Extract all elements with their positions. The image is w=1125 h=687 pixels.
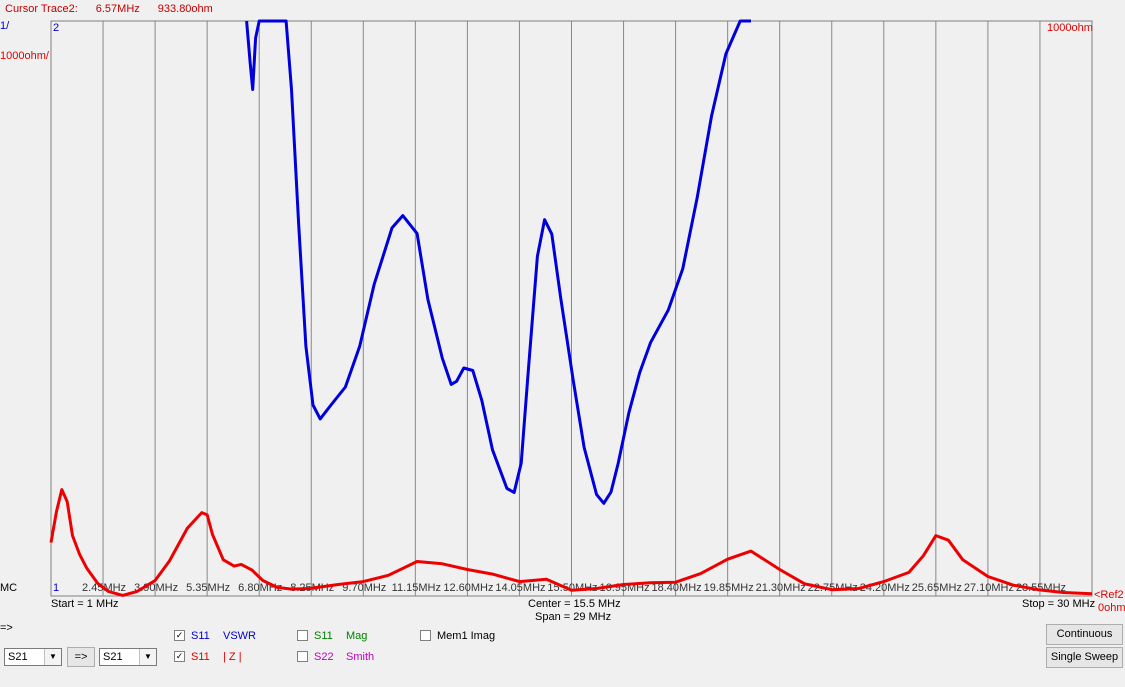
cursor-label: Cursor Trace2: (5, 3, 78, 15)
s11-mag-kind: Mag (346, 630, 368, 642)
s22-smith-param: S22 (314, 651, 334, 663)
s11-impedance-checkbox[interactable]: ✓ (174, 651, 185, 662)
mem1-imag-checkbox[interactable] (420, 630, 431, 641)
source-param-value: S21 (8, 651, 28, 663)
sweep-stop: Stop = 30 MHz (1022, 598, 1096, 610)
x-tick-label: 9.70MHz (342, 582, 386, 594)
single-sweep-button[interactable]: Single Sweep (1046, 647, 1123, 668)
x-tick-label: 19.85MHz (704, 582, 754, 594)
arrow-label: => (0, 622, 13, 634)
target-param-value: S21 (103, 651, 123, 663)
left-scale-top: 1/ (0, 20, 10, 32)
s11-mag-param: S11 (314, 630, 333, 642)
x-tick-label: 22.75MHz (808, 582, 858, 594)
x-tick-label: 21.30MHz (756, 582, 806, 594)
x-tick-label: 14.05MHz (495, 582, 545, 594)
source-param-select[interactable]: S21 ▼ (4, 648, 62, 666)
x-tick-label: 18.40MHz (652, 582, 702, 594)
s22-smith-kind: Smith (346, 651, 375, 663)
transfer-button[interactable]: => (67, 647, 95, 667)
trace1-marker: 1 (53, 582, 60, 594)
s11-vswr-kind: VSWR (223, 630, 256, 642)
continuous-button[interactable]: Continuous (1046, 624, 1123, 645)
s11-impedance-trace (49, 488, 1093, 597)
s11-mag-checkbox[interactable] (297, 630, 308, 641)
sweep-span: Span = 29 MHz (535, 611, 612, 623)
s22-smith-checkbox[interactable] (297, 651, 308, 662)
x-tick-label: 24.20MHz (860, 582, 910, 594)
reference-value: 0ohm (1098, 602, 1125, 614)
cursor-value: 933.80ohm (157, 3, 213, 15)
marker-mode: MC (0, 582, 18, 594)
x-tick-label: 12.60MHz (443, 582, 493, 594)
sweep-start: Start = 1 MHz (51, 598, 119, 610)
x-tick-label: 11.15MHz (392, 582, 441, 594)
cursor-frequency: 6.57MHz (95, 3, 140, 15)
mem1-imag-label: Mem1 Imag (437, 630, 496, 642)
chevron-down-icon[interactable]: ▼ (139, 649, 156, 665)
cursor-readout: Cursor Trace2: 6.57MHz 933.80ohm (5, 3, 231, 15)
x-tick-label: 5.35MHz (186, 582, 230, 594)
s11-vswr-trace (245, 19, 751, 505)
s11-impedance-kind: | Z | (223, 651, 242, 663)
trace-plot[interactable]: 2.45MHz 3.90MHz 5.35MHz 6.80MHz 8.25MHz 9.70M… (0, 0, 1125, 600)
chevron-down-icon[interactable]: ▼ (44, 649, 61, 665)
s11-impedance-param: S11 (191, 651, 210, 663)
reference-label: <Ref2 (1094, 589, 1124, 601)
target-param-select[interactable]: S21 ▼ (99, 648, 157, 666)
s11-vswr-checkbox[interactable]: ✓ (174, 630, 185, 641)
left-scale-division: 1000ohm/ (0, 50, 49, 62)
x-tick-label: 27.10MHz (964, 582, 1014, 594)
s11-vswr-param: S11 (191, 630, 210, 642)
right-scale-top: 1000ohm (1047, 22, 1093, 34)
sweep-center: Center = 15.5 MHz (528, 598, 621, 610)
x-tick-label: 25.65MHz (912, 582, 962, 594)
trace2-marker: 2 (53, 22, 60, 34)
